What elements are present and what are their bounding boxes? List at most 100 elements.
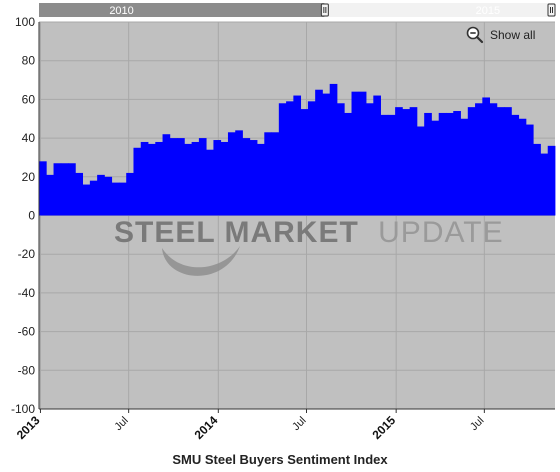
zoom-out-icon (466, 26, 484, 44)
sentiment-bar (111, 182, 120, 216)
sentiment-bar (177, 138, 185, 216)
sentiment-bar (271, 132, 280, 216)
sentiment-bar (373, 95, 381, 216)
sentiment-bar (60, 163, 69, 216)
watermark-swoosh (162, 246, 240, 276)
watermark-text-bold: STEEL MARKET (114, 216, 359, 249)
x-tick-label: 2015 (369, 413, 398, 442)
axes (38, 22, 555, 410)
sentiment-bar (46, 174, 54, 216)
x-tick-label: Jul (290, 415, 308, 433)
sentiment-bar (148, 143, 156, 216)
sentiment-bar (133, 147, 142, 216)
y-tick-label: -40 (18, 286, 36, 300)
sentiment-bar (162, 134, 171, 216)
sentiment-bar (402, 109, 411, 216)
sentiment-bar (315, 89, 323, 216)
sentiment-bar (547, 145, 556, 216)
sentiment-bar (118, 182, 127, 216)
watermark-text-light: UPDATE (378, 216, 503, 249)
sentiment-bar (68, 163, 76, 216)
sentiment-bar (424, 112, 432, 216)
sentiment-bar (242, 138, 251, 216)
sentiment-bar (307, 101, 316, 216)
sentiment-bar (482, 97, 490, 216)
sentiment-bar (126, 172, 134, 216)
navigator-year-label: 2015 (476, 5, 500, 17)
handle-body (320, 3, 329, 17)
sentiment-bar (213, 140, 222, 216)
sentiment-bar (206, 149, 214, 216)
sentiment-bar (336, 103, 345, 216)
range-navigator[interactable]: 2010 2015 (39, 3, 556, 17)
handle-body (547, 3, 556, 17)
sentiment-bar (322, 93, 331, 216)
sentiment-bar (453, 111, 461, 216)
sentiment-bar (235, 130, 243, 216)
sentiment-bar (82, 184, 91, 216)
sentiment-bar (140, 141, 149, 216)
y-tick-label: -20 (18, 247, 36, 261)
sentiment-bar (533, 143, 541, 216)
sentiment-bar (249, 140, 258, 216)
sentiment-bar (380, 114, 389, 216)
y-tick-label: 60 (22, 92, 36, 106)
sentiment-bar (518, 118, 527, 216)
sentiment-bar (489, 103, 498, 216)
x-tick-label: Jul (112, 415, 130, 433)
y-tick-label: 80 (22, 54, 36, 68)
sentiment-bar (387, 114, 396, 216)
sentiment-bar (445, 112, 454, 216)
navigator-left-handle[interactable] (320, 3, 329, 17)
sentiment-bar (39, 161, 47, 216)
sentiment-bar (329, 83, 338, 216)
sentiment-bar (75, 172, 84, 216)
y-tick-label: -60 (18, 325, 36, 339)
sentiment-bar (89, 180, 98, 216)
x-axis-labels: 2013 Jul 2014 Jul 2015 Jul (14, 409, 486, 442)
sentiment-bar (278, 103, 287, 216)
sentiment-bar (409, 107, 418, 216)
show-all-button[interactable]: Show all (466, 25, 535, 45)
sentiment-bar (416, 126, 425, 216)
sentiment-bar (264, 132, 272, 216)
y-tick-label: 100 (15, 15, 35, 29)
steel-market-update-watermark: STEEL MARKET UPDATE (114, 216, 503, 276)
sentiment-bar (431, 120, 440, 216)
x-tick-label: 2013 (14, 413, 43, 442)
sentiment-bar (198, 138, 207, 216)
y-tick-label: -80 (18, 363, 36, 377)
sentiment-bar (366, 103, 374, 216)
navigator-selection[interactable] (324, 3, 555, 17)
sentiment-bar (286, 101, 294, 216)
sentiment-bar (300, 109, 309, 216)
sentiment-bar (344, 112, 352, 216)
sentiment-bar (496, 107, 505, 216)
sentiment-bar (155, 141, 163, 216)
sentiment-bar (220, 141, 229, 216)
y-tick-label: 0 (28, 209, 35, 223)
sentiment-bar (104, 176, 113, 216)
navigator-year-label: 2010 (109, 5, 133, 17)
sentiment-bar (395, 107, 403, 216)
sentiment-bar (467, 107, 476, 216)
y-tick-label: 20 (22, 170, 36, 184)
sentiment-bar (511, 114, 520, 216)
y-tick-label: 40 (22, 131, 36, 145)
sentiment-bar (191, 141, 200, 216)
y-axis-labels: 100 80 60 40 20 0 -20 -40 -60 -80 -100 (11, 15, 35, 416)
sentiment-bar (227, 132, 236, 216)
navigator-right-handle[interactable] (547, 3, 556, 17)
sentiment-bar (351, 91, 360, 216)
sentiment-bar (169, 138, 178, 216)
sentiment-bar (540, 153, 549, 216)
sentiment-bar (460, 118, 469, 216)
sentiment-bar (475, 103, 483, 216)
sentiment-bar (504, 107, 512, 216)
x-tick-label: 2014 (192, 413, 221, 442)
sentiment-bar (257, 143, 265, 216)
sentiment-bar (358, 91, 367, 216)
sentiment-bar (184, 143, 193, 216)
y-tick-label: -100 (11, 402, 35, 416)
sentiment-bar (97, 174, 105, 216)
